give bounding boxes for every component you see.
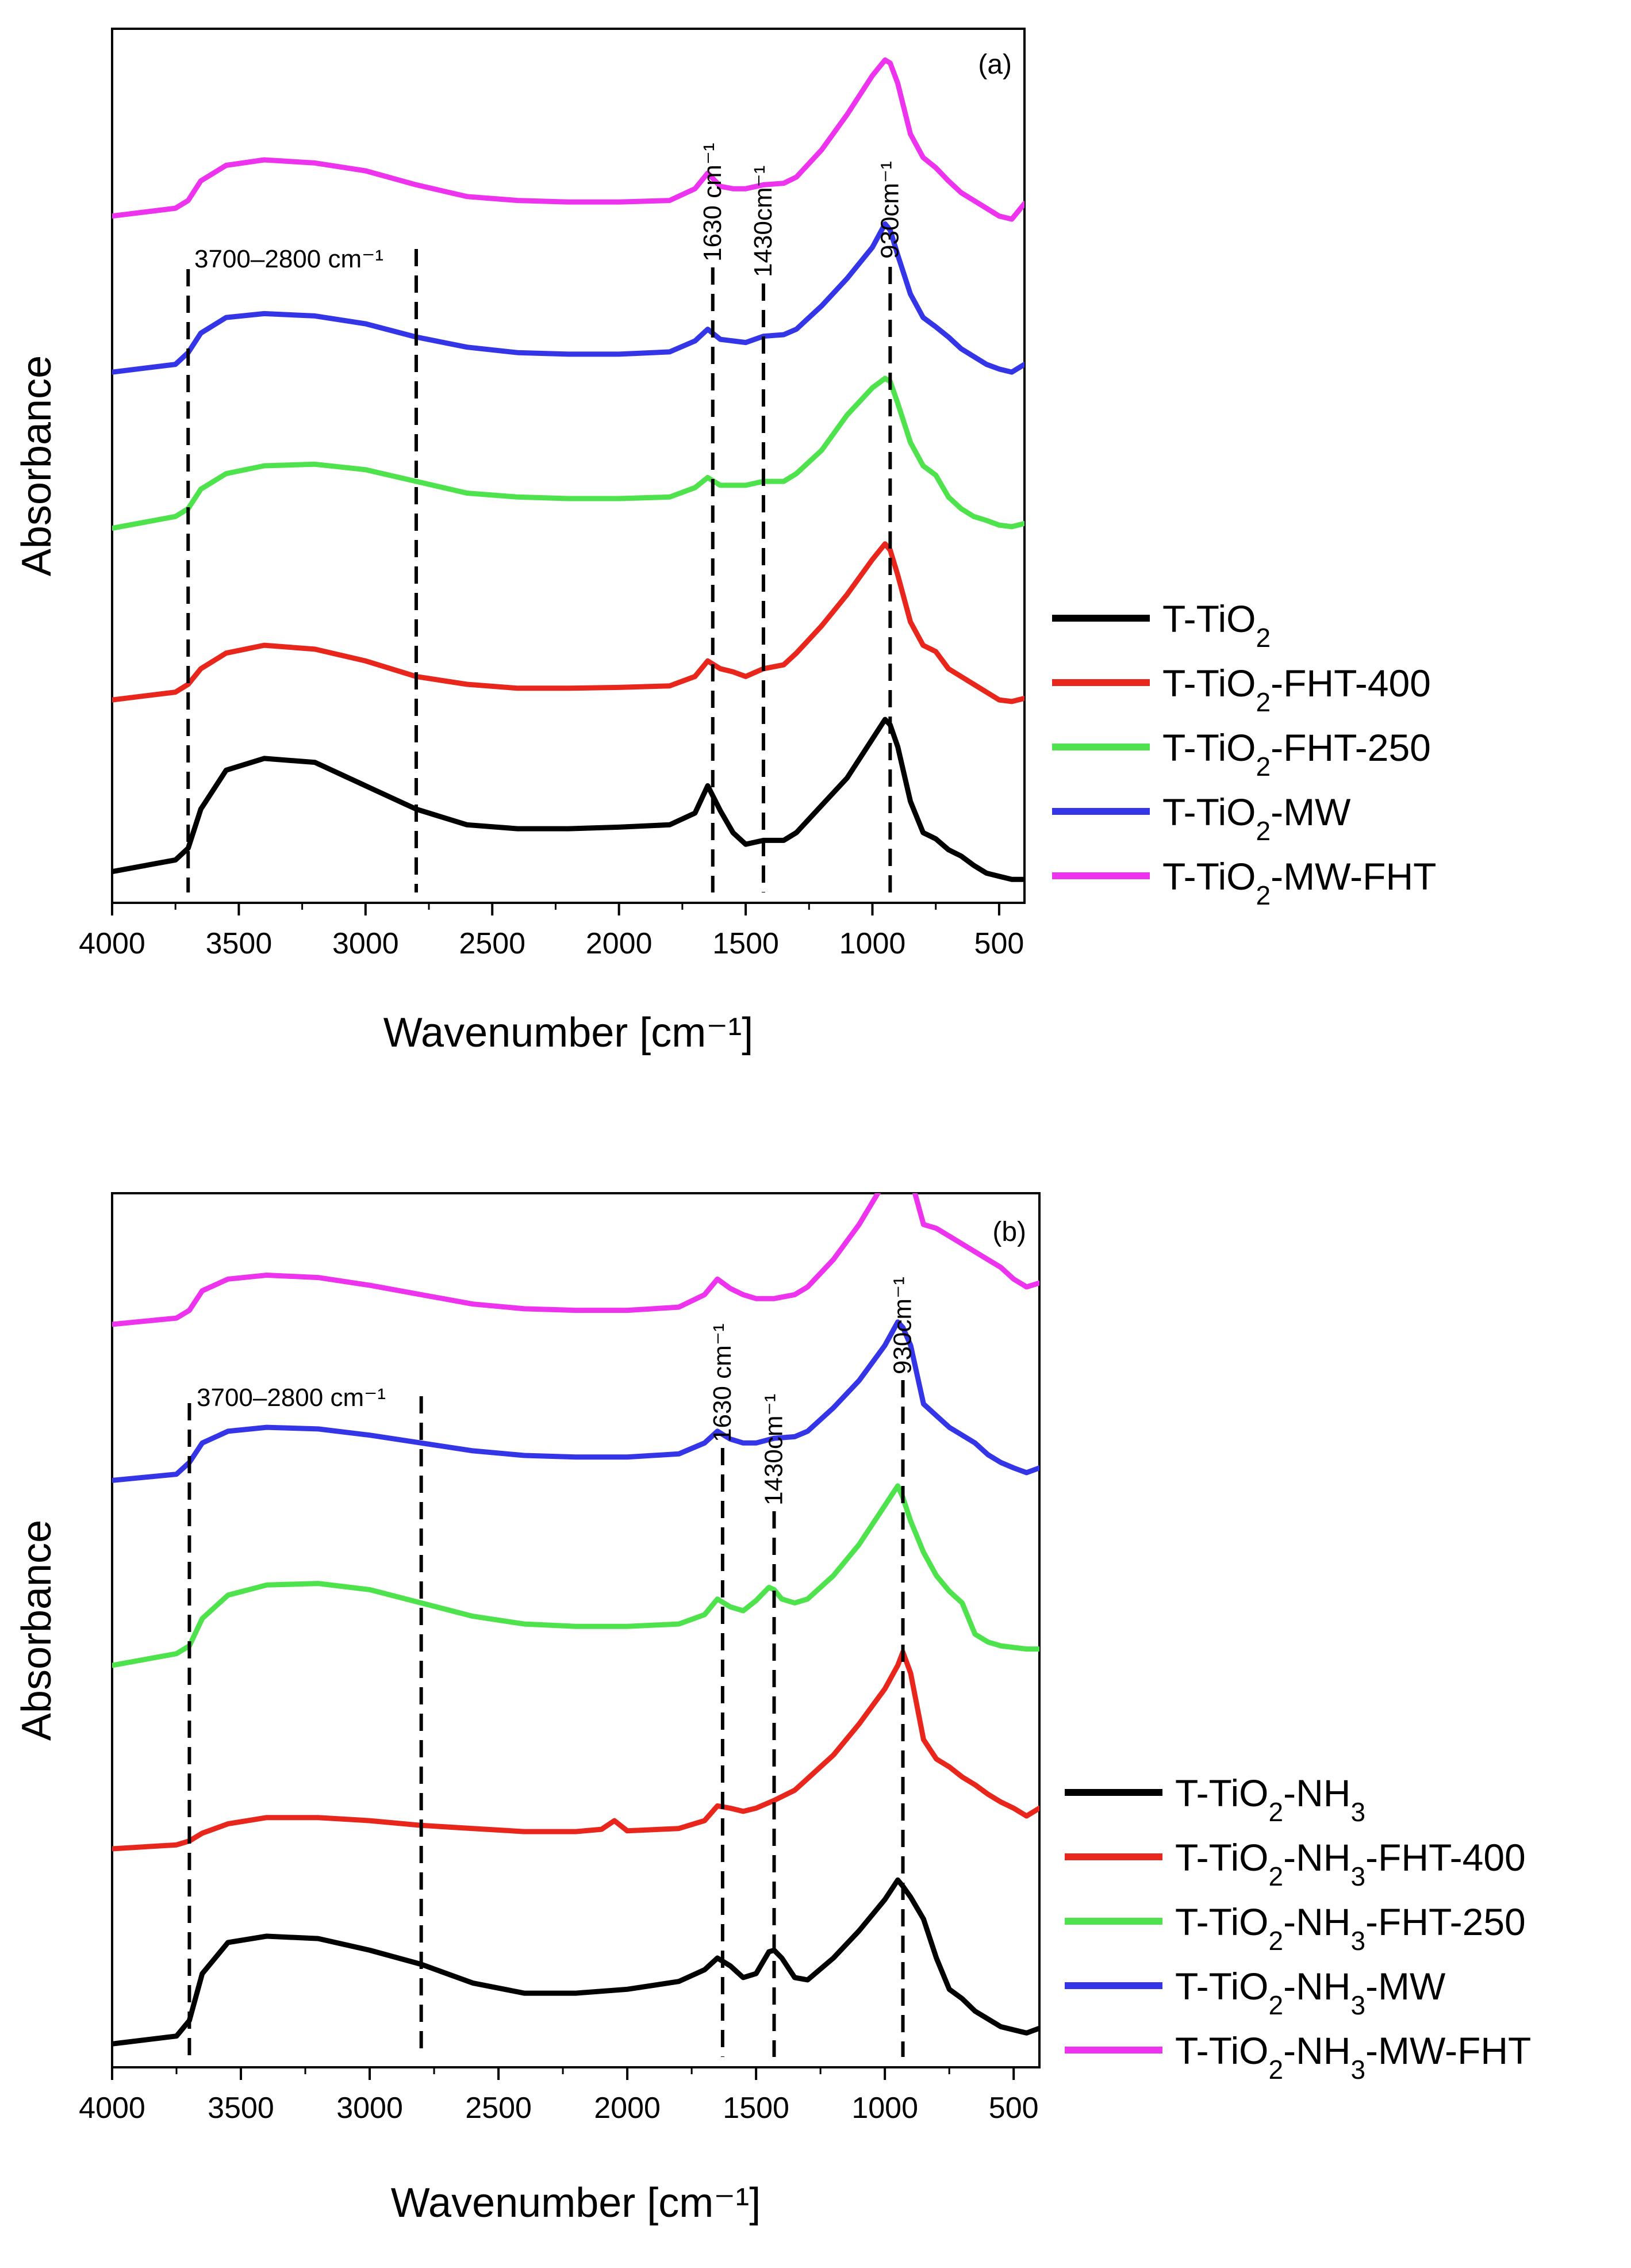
x-tick-label: 500: [974, 927, 1024, 960]
x-tick-label: 4000: [79, 927, 145, 960]
x-axis-label: Wavenumber [cm⁻¹]: [383, 1010, 753, 1056]
legend-label-T-TiO2-NH3-FHT-400: T-TiO2-NH3-FHT-400: [1175, 1836, 1526, 1891]
legend-label-T-TiO2-NH3-FHT-250: T-TiO2-NH3-FHT-250: [1175, 1901, 1526, 1956]
series-line-T-TiO2: [112, 717, 1024, 882]
x-tick-label: 2000: [594, 2091, 661, 2125]
x-tick-label: 2500: [459, 927, 525, 960]
annotation-label-930: 930cm⁻¹: [876, 161, 904, 259]
annotation-range-label: 3700–2800 cm⁻¹: [194, 245, 383, 273]
legend-label-T-TiO2-NH3-MW-FHT: T-TiO2-NH3-MW-FHT: [1175, 2029, 1531, 2085]
legend-label-T-TiO2-MW: T-TiO2-MW: [1162, 791, 1351, 846]
x-tick-label: 3000: [336, 2091, 403, 2125]
x-tick-label: 3500: [206, 927, 273, 960]
x-tick-label: 500: [989, 2091, 1039, 2125]
annotation-label-1430: 1430cm⁻¹: [760, 1394, 788, 1505]
x-axis-label: Wavenumber [cm⁻¹]: [391, 2180, 761, 2226]
series-line-T-TiO2-MW-FHT: [112, 57, 1024, 222]
plot-frame: [111, 28, 1026, 904]
x-tick-label: 3500: [208, 2091, 274, 2125]
legend-label-T-TiO2-NH3-MW: T-TiO2-NH3-MW: [1175, 1965, 1446, 2020]
series-line-T-TiO2-MW: [112, 221, 1024, 375]
annotation-label-930: 930cm⁻¹: [889, 1277, 917, 1374]
x-tick-label: 1500: [723, 2091, 789, 2125]
x-tick-label: 1000: [839, 927, 906, 960]
series-line-T-TiO2-NH3-MW: [112, 1319, 1039, 1483]
annotation-label-1630: 1630 cm⁻¹: [699, 143, 727, 262]
x-tick-label: 1500: [712, 927, 779, 960]
annotation-label-1430: 1430cm⁻¹: [749, 166, 777, 277]
x-tick-label: 4000: [79, 2091, 145, 2125]
x-tick-label: 2000: [586, 927, 653, 960]
legend-label-T-TiO2-FHT-400: T-TiO2-FHT-400: [1162, 662, 1431, 717]
x-tick-label: 1000: [851, 2091, 918, 2125]
series-line-T-TiO2-FHT-250: [112, 376, 1024, 531]
panel-tag: (b): [992, 1217, 1026, 1247]
x-tick-label: 3000: [332, 927, 399, 960]
legend-label-T-TiO2-MW-FHT: T-TiO2-MW-FHT: [1162, 855, 1436, 910]
chart-panel-b: 4000 3500 3000 2500 2000 1500 1000 500 Wavenumbe…: [14, 1192, 1531, 2226]
legend-label-T-TiO2-NH3: T-TiO2-NH3: [1175, 1772, 1365, 1827]
annotation-label-1630: 1630 cm⁻¹: [708, 1323, 736, 1442]
panel-tag: (a): [978, 49, 1012, 80]
legend-label-T-TiO2: T-TiO2: [1162, 597, 1271, 653]
annotation-range-label: 3700–2800 cm⁻¹: [197, 1384, 386, 1412]
series-line-T-TiO2-NH3-FHT-250: [112, 1483, 1039, 1668]
legend-label-T-TiO2-FHT-250: T-TiO2-FHT-250: [1162, 726, 1431, 781]
x-tick-label: 2500: [465, 2091, 532, 2125]
y-axis-label: Absorbance: [14, 1520, 60, 1741]
series-line-T-TiO2-NH3-FHT-400: [112, 1649, 1039, 1852]
series-line-T-TiO2-NH3: [112, 1877, 1039, 2047]
series-line-T-TiO2-FHT-400: [112, 541, 1024, 704]
series-line-T-TiO2-NH3-MW-FHT: [112, 1193, 1039, 1327]
y-axis-label: Absorbance: [14, 355, 60, 576]
chart-panel-a: 4000 3500 3000 2500 2000 1500 1000 500 Wavenumbe…: [14, 28, 1436, 1056]
plot-frame: [111, 1192, 1041, 2068]
